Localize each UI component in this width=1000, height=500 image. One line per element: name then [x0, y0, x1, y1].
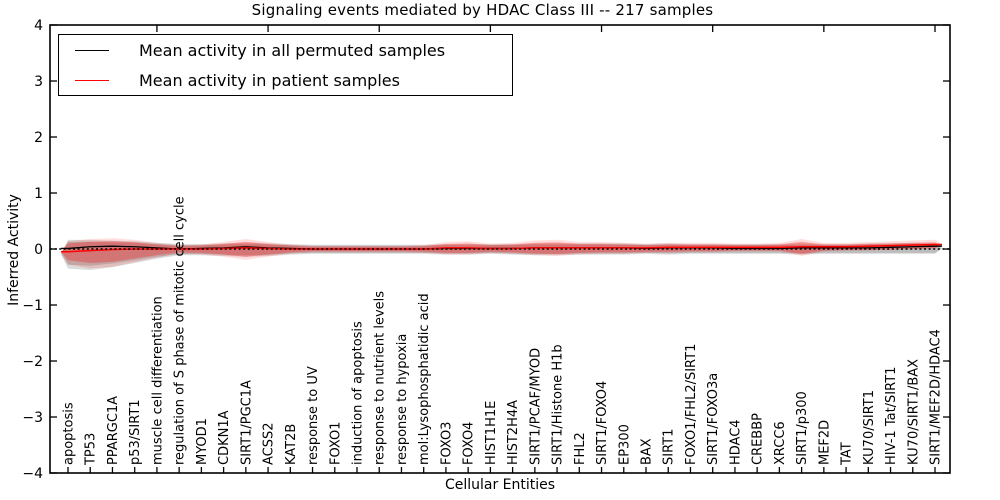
x-tick-label: SIRT1/FOXO3a: [706, 373, 721, 465]
x-tick-label: SIRT1/PCAF/MYOD: [528, 348, 543, 465]
x-tick-label: MYOD1: [195, 418, 210, 465]
x-tick-label: BAX: [640, 438, 655, 465]
x-tick-label: ACSS2: [262, 422, 277, 465]
x-tick-label: HIV-1 Tat/SIRT1: [884, 367, 899, 465]
y-tick-label: 4: [34, 18, 43, 34]
y-tick-label: 0: [34, 242, 43, 258]
x-tick-label: TP53: [84, 433, 99, 466]
x-tick-label: FHL2: [573, 432, 588, 465]
x-tick-label: SIRT1/Histone H1b: [551, 344, 566, 465]
x-tick-label: SIRT1/MEF2D/HDAC4: [929, 329, 944, 465]
x-tick-label: TAT: [840, 442, 855, 466]
y-tick-label: −1: [22, 298, 43, 314]
x-tick-label: response to hypoxia: [395, 334, 410, 465]
x-tick-label: FOXO1: [328, 422, 343, 465]
x-tick-label: KAT2B: [284, 424, 299, 465]
permuted-line-swatch: [75, 49, 109, 51]
x-tick-label: SIRT1/p300: [795, 391, 810, 465]
x-tick-label: muscle cell differentiation: [150, 296, 165, 465]
x-tick-label: response to UV: [306, 366, 321, 465]
y-tick-label: −2: [22, 354, 43, 370]
x-tick-label: KU70/SIRT1: [862, 390, 877, 465]
patient-band-halo: [61, 238, 942, 269]
legend-label-patient: Mean activity in patient samples: [139, 70, 400, 90]
y-tick-label: −3: [22, 410, 43, 426]
x-tick-label: CREBBP: [751, 413, 766, 465]
legend: Mean activity in all permuted samples Me…: [58, 34, 513, 96]
x-tick-label: response to nutrient levels: [373, 291, 388, 465]
y-tick-label: 1: [34, 186, 43, 202]
x-tick-label: FOXO1/FHL2/SIRT1: [684, 344, 699, 465]
x-tick-label: KU70/SIRT1/BAX: [906, 359, 921, 465]
legend-item-patient: Mean activity in patient samples: [75, 67, 512, 93]
x-tick-label: EP300: [617, 424, 632, 465]
x-tick-label: MEF2D: [817, 420, 832, 465]
patient-line-swatch: [75, 79, 109, 81]
legend-label-permuted: Mean activity in all permuted samples: [139, 40, 446, 60]
x-tick-label: FOXO3: [439, 422, 454, 465]
y-tick-label: −4: [22, 466, 43, 482]
x-tick-label: SIRT1/PGC1A: [239, 380, 254, 465]
chart-title: Signaling events mediated by HDAC Class …: [251, 1, 714, 19]
legend-item-permuted: Mean activity in all permuted samples: [75, 37, 512, 63]
x-tick-label: p53/SIRT1: [128, 399, 143, 465]
y-axis-label: Inferred Activity: [6, 194, 22, 306]
x-tick-label: CDKN1A: [217, 410, 232, 465]
x-tick-label: FOXO4: [462, 422, 477, 465]
x-tick-label: PPARGC1A: [106, 396, 121, 465]
x-tick-label: induction of apoptosis: [351, 321, 366, 465]
x-tick-label: mol:Lysophosphatidic acid: [417, 293, 432, 465]
x-tick-label: SIRT1/FOXO4: [595, 381, 610, 465]
x-tick-label: HDAC4: [728, 419, 743, 465]
y-tick-label: 3: [34, 74, 43, 90]
y-tick-label: 2: [34, 130, 43, 146]
x-tick-label: XRCC6: [773, 421, 788, 465]
x-tick-label: apoptosis: [62, 402, 77, 465]
x-tick-label: HIST1H1E: [484, 401, 499, 465]
x-tick-label: SIRT1: [662, 429, 677, 465]
x-tick-label: regulation of S phase of mitotic cell cy…: [173, 196, 188, 465]
x-axis-label: Cellular Entities: [444, 477, 556, 493]
x-tick-label: HIST2H4A: [506, 400, 521, 465]
